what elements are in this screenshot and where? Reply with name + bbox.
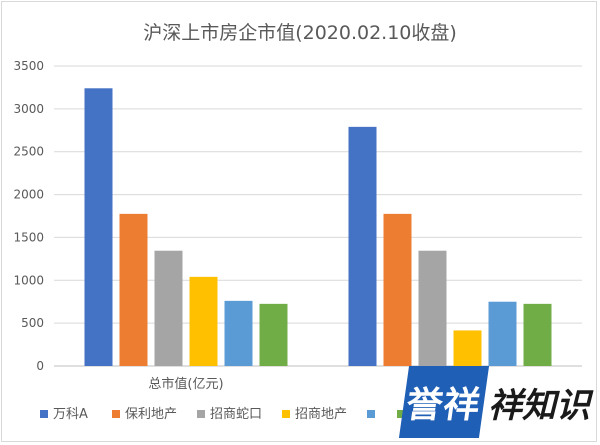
bar	[224, 300, 253, 366]
y-tick-label: 0	[36, 359, 44, 373]
bar	[348, 126, 377, 366]
bar	[453, 330, 482, 366]
bar	[523, 303, 552, 366]
bar	[84, 88, 113, 367]
legend-swatch	[367, 410, 375, 418]
y-tick-label: 500	[21, 316, 44, 330]
y-tick-label: 3000	[13, 102, 44, 116]
legend-label: 招商地产	[295, 407, 347, 422]
legend-label: 万科A	[53, 407, 88, 422]
bar	[418, 250, 447, 366]
legend-swatch	[40, 410, 48, 418]
legend-swatch	[197, 410, 205, 418]
bar	[154, 250, 183, 366]
y-tick-label: 1000	[13, 273, 44, 287]
y-tick-label: 2000	[13, 188, 44, 202]
watermark-text: 祥知识	[488, 385, 590, 426]
watermark-box: 誉祥	[398, 366, 490, 438]
x-category-label: 总市值(亿元)	[148, 376, 223, 392]
y-tick-label: 3500	[13, 59, 44, 73]
bar	[119, 213, 148, 366]
legend-swatch	[397, 410, 405, 418]
y-tick-label: 1500	[13, 230, 44, 244]
chart-title: 沪深上市房企市值(2020.02.10收盘)	[143, 22, 457, 44]
watermark-logo: 誉祥 祥知识	[398, 366, 590, 438]
legend-label: 招商蛇口	[210, 407, 262, 422]
bar	[383, 213, 412, 366]
bar	[488, 301, 517, 366]
y-tick-label: 2500	[13, 145, 44, 159]
legend-swatch	[282, 410, 290, 418]
legend-label: 保利地产	[125, 407, 177, 422]
bar	[189, 276, 218, 366]
legend-swatch	[112, 410, 120, 418]
bar	[259, 303, 288, 366]
